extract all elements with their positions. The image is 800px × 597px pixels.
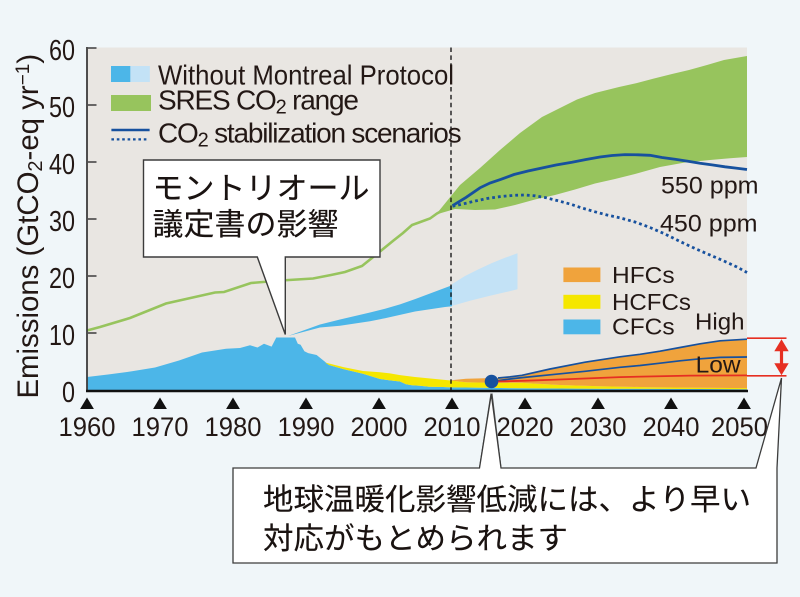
svg-text:60: 60 [49,35,75,67]
svg-text:SRES CO2 range: SRES CO2 range [158,85,358,119]
svg-text:30: 30 [49,206,75,238]
svg-text:Low: Low [696,351,742,377]
svg-text:2000: 2000 [351,412,408,442]
svg-text:1960: 1960 [59,412,116,442]
svg-text:2050: 2050 [711,412,768,442]
svg-text:2040: 2040 [643,412,700,442]
svg-text:Emissions (GtCO2-eq yr−1): Emissions (GtCO2-eq yr−1) [12,54,47,399]
svg-text:1970: 1970 [132,412,189,442]
svg-text:CFCs: CFCs [612,314,675,340]
svg-text:40: 40 [49,149,75,181]
svg-text:2020: 2020 [497,412,554,442]
svg-text:HCFCs: HCFCs [612,289,691,315]
svg-text:1980: 1980 [205,412,262,442]
svg-text:20: 20 [49,263,75,295]
svg-text:1990: 1990 [278,412,335,442]
svg-text:2030: 2030 [570,412,627,442]
svg-text:High: High [695,309,745,335]
svg-text:CO2 stabilization scenarios: CO2 stabilization scenarios [158,118,461,152]
svg-text:550 ppm: 550 ppm [661,173,759,200]
svg-text:450 ppm: 450 ppm [660,211,758,238]
svg-text:50: 50 [49,92,75,124]
svg-text:10: 10 [49,320,75,352]
svg-text:HFCs: HFCs [612,262,675,288]
svg-text:0: 0 [62,377,75,409]
svg-text:Without Montreal Protocol: Without Montreal Protocol [158,60,454,91]
svg-text:2010: 2010 [424,412,481,442]
